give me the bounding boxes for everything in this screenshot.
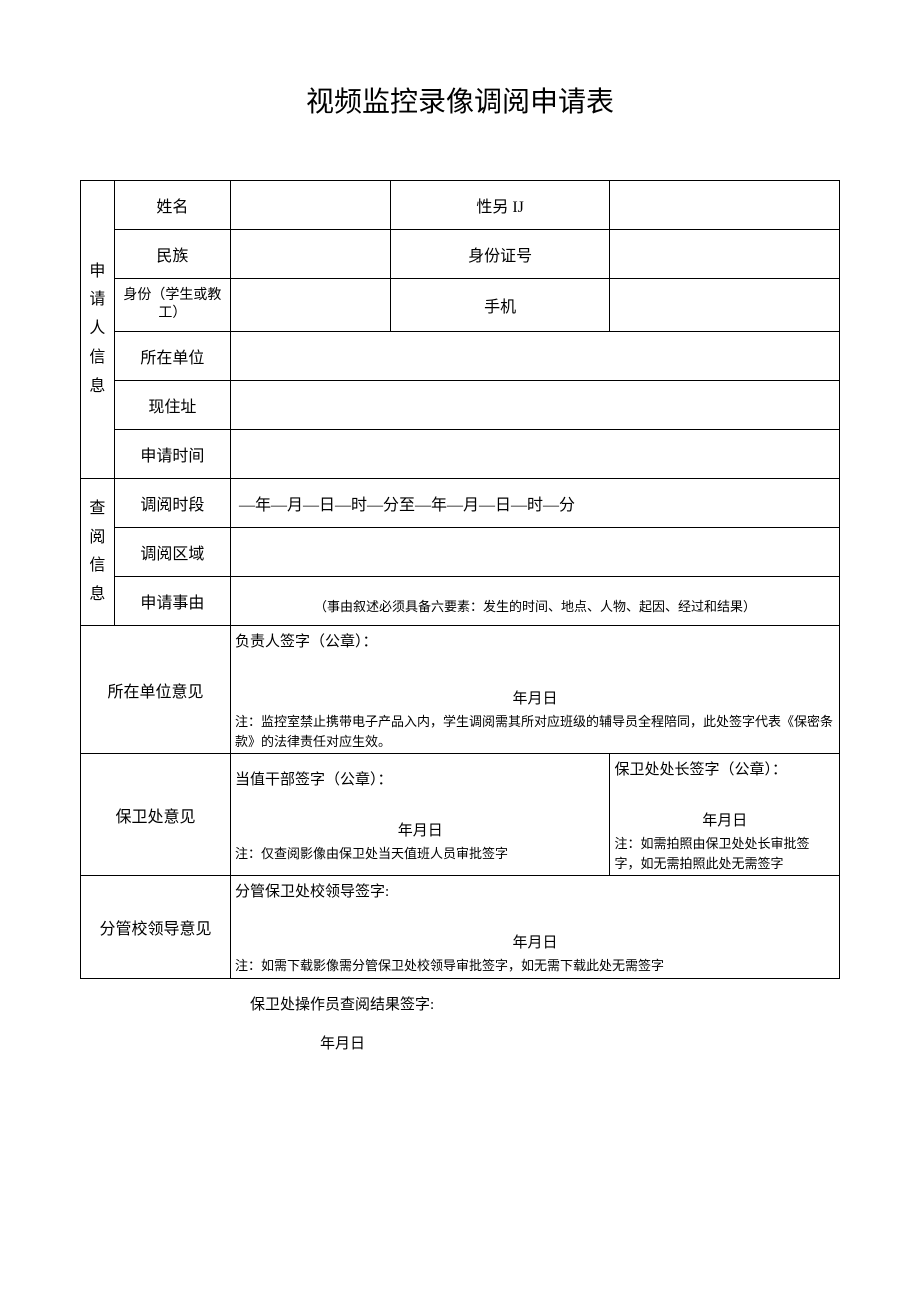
area-label: 调阅区域 [114, 528, 230, 577]
phone-label: 手机 [390, 279, 610, 332]
applicant-section-header: 申请人信息 [81, 181, 115, 479]
unit-opinion-note: 注：监控室禁止携带电子产品入内，学生调阅需其所对应班级的辅导员全程陪同，此处签字… [235, 712, 835, 751]
identity-label: 身份（学生或教工） [114, 279, 230, 332]
gender-label: 性另 IJ [390, 181, 610, 230]
application-form-table: 申请人信息 姓名 性另 IJ 民族 身份证号 身份（学生或教工） 手机 所在单位… [80, 180, 840, 979]
id-label: 身份证号 [390, 230, 610, 279]
operator-sign-line: 保卫处操作员查阅结果签字: [80, 993, 840, 1014]
area-value [231, 528, 840, 577]
identity-value [231, 279, 391, 332]
security-duty-sign: 当值干部签字（公章）： [235, 768, 605, 789]
phone-value [610, 279, 840, 332]
security-opinion-label: 保卫处意见 [81, 754, 231, 876]
unit-sign-line: 负责人签字（公章）： [235, 630, 835, 651]
form-title: 视频监控录像调阅申请表 [80, 80, 840, 120]
apply-time-value [231, 430, 840, 479]
security-chief-date: 年月日 [614, 809, 835, 830]
leader-opinion-cell: 分管保卫处校领导签字: 年月日 注：如需下载影像需分管保卫处校领导审批签字，如无… [231, 876, 840, 979]
ethnicity-label: 民族 [114, 230, 230, 279]
name-value [231, 181, 391, 230]
unit-opinion-label: 所在单位意见 [81, 626, 231, 754]
leader-opinion-note: 注：如需下载影像需分管保卫处校领导审批签字，如无需下载此处无需签字 [235, 956, 835, 976]
operator-date: 年月日 [80, 1032, 840, 1053]
gender-value [610, 181, 840, 230]
security-duty-note: 注：仅查阅影像由保卫处当天值班人员审批签字 [235, 844, 605, 864]
leader-opinion-label: 分管校领导意见 [81, 876, 231, 979]
leader-sign-line: 分管保卫处校领导签字: [235, 880, 835, 901]
unit-opinion-cell: 负责人签字（公章）： 年月日 注：监控室禁止携带电子产品入内，学生调阅需其所对应… [231, 626, 840, 754]
address-label: 现住址 [114, 381, 230, 430]
unit-value [231, 332, 840, 381]
security-chief-note: 注：如需拍照由保卫处处长审批签字，如无需拍照此处无需签字 [614, 834, 835, 873]
period-label: 调阅时段 [114, 479, 230, 528]
name-label: 姓名 [114, 181, 230, 230]
reason-label: 申请事由 [114, 577, 230, 626]
security-chief-sign: 保卫处处长签字（公章）： [614, 758, 835, 779]
ethnicity-value [231, 230, 391, 279]
security-duty-date: 年月日 [235, 819, 605, 840]
security-duty-cell: 当值干部签字（公章）： 年月日 注：仅查阅影像由保卫处当天值班人员审批签字 [231, 754, 610, 876]
security-chief-cell: 保卫处处长签字（公章）： 年月日 注：如需拍照由保卫处处长审批签字，如无需拍照此… [610, 754, 840, 876]
query-section-header: 查阅信息 [81, 479, 115, 626]
unit-date: 年月日 [235, 687, 835, 708]
apply-time-label: 申请时间 [114, 430, 230, 479]
reason-note: （事由叙述必须具备六要素：发生的时间、地点、人物、起因、经过和结果） [231, 577, 840, 626]
id-value [610, 230, 840, 279]
unit-label: 所在单位 [114, 332, 230, 381]
period-value: —年—月—日—时—分至—年—月—日—时—分 [231, 479, 840, 528]
leader-date: 年月日 [235, 931, 835, 952]
address-value [231, 381, 840, 430]
